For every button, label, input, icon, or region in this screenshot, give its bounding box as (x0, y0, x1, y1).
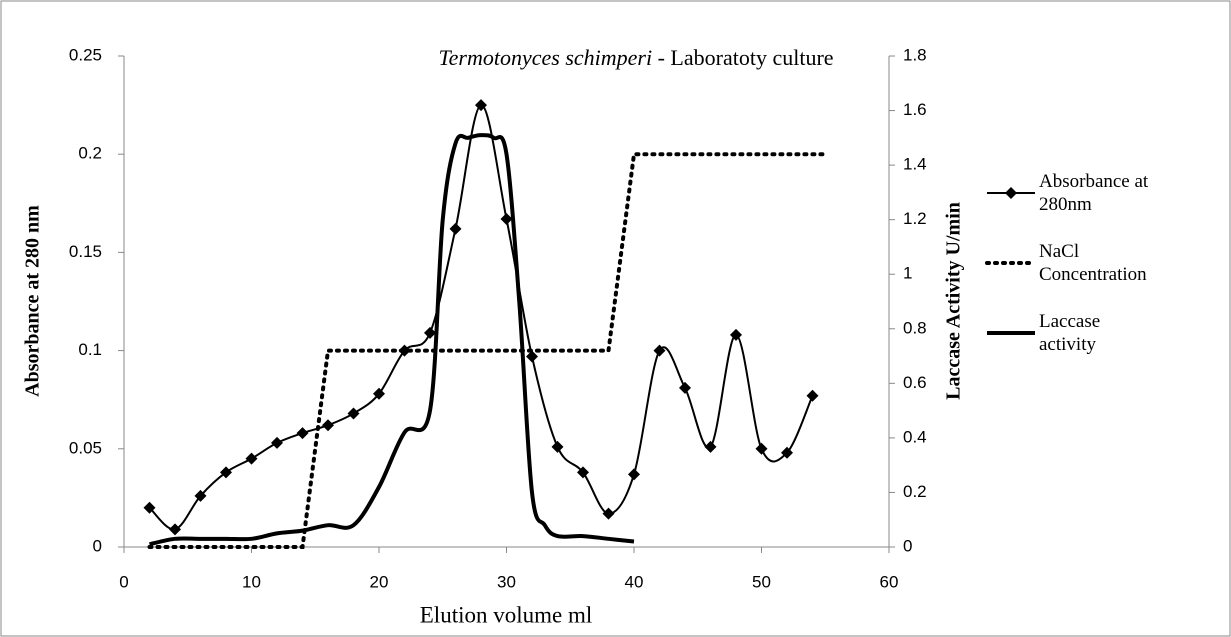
legend-entry: Laccase activity (985, 310, 1225, 356)
marker (730, 328, 742, 341)
y2-tick-label: 0.6 (903, 373, 927, 392)
y2-tick-label: 0 (903, 536, 912, 555)
y2-tick-label: 1.2 (903, 209, 927, 228)
marker (245, 452, 258, 465)
legend-label: Laccase activity (1039, 311, 1101, 355)
marker (1005, 187, 1017, 199)
legend-label: Absorbance at 280nm (1039, 171, 1149, 215)
x-axis-label: Elution volume ml (420, 602, 593, 627)
legend: Absorbance at 280nm NaCl Concentration Lac… (985, 170, 1225, 380)
marker (500, 213, 513, 226)
legend-label: NaCl Concentration (1039, 241, 1147, 285)
x-tick-label: 20 (370, 572, 389, 591)
x-tick-label: 50 (752, 572, 771, 591)
marker (424, 326, 436, 339)
y2-axis-label: Laccase Activity U/min (943, 202, 965, 400)
y2-tick-label: 0.2 (903, 482, 927, 501)
legend-swatch (987, 187, 1035, 199)
legend-swatch (985, 261, 1037, 265)
x-tick-label: 30 (497, 572, 516, 591)
marker (169, 523, 181, 536)
marker (628, 468, 640, 481)
y2-tick-label: 1.6 (903, 100, 927, 119)
marker (704, 440, 717, 453)
series-line (149, 133, 635, 547)
title-species: Termotonyces schimperi (438, 45, 652, 70)
marker (296, 427, 309, 440)
marker (143, 501, 156, 514)
marker (679, 381, 691, 394)
y-tick-label: 0.25 (69, 45, 102, 64)
marker (781, 446, 793, 459)
marker (449, 222, 462, 235)
y2-tick-label: 0.4 (903, 427, 927, 446)
marker (806, 389, 819, 402)
marker (194, 489, 207, 502)
x-tick-label: 40 (625, 572, 644, 591)
marker (755, 442, 768, 455)
series-line (147, 152, 828, 549)
marker (322, 419, 334, 432)
legend-entry: NaCl Concentration (985, 240, 1225, 286)
y-tick-label: 0.2 (78, 144, 102, 163)
x-tick-label: 0 (119, 572, 128, 591)
y2-tick-label: 0.8 (903, 318, 927, 337)
y2-tick-label: 1.8 (903, 45, 927, 64)
marker (271, 436, 283, 449)
y-tick-label: 0 (93, 536, 102, 555)
marker (602, 507, 615, 520)
x-tick-label: 10 (242, 572, 261, 591)
y-axis-label: Absorbance at 280 nm (22, 205, 44, 397)
y2-tick-label: 1.4 (903, 155, 927, 174)
marker (347, 407, 360, 420)
marker (475, 99, 487, 112)
legend-entry: Absorbance at 280nm (985, 170, 1225, 216)
title-text: - Laboratoty culture (658, 45, 834, 70)
marker (577, 466, 589, 479)
marker (526, 350, 538, 363)
series-line (148, 104, 814, 531)
marker (653, 344, 666, 357)
marker (551, 440, 564, 453)
y-tick-label: 0.05 (69, 438, 102, 457)
marker (220, 466, 232, 479)
chart-title: Termotonyces schimperi - Laboratoty cult… (438, 45, 833, 70)
y-tick-label: 0.15 (69, 242, 102, 261)
marker (373, 387, 385, 400)
x-tick-label: 60 (880, 572, 899, 591)
y2-tick-label: 1 (903, 264, 912, 283)
y-tick-label: 0.1 (78, 340, 102, 359)
legend-swatch (987, 331, 1035, 335)
